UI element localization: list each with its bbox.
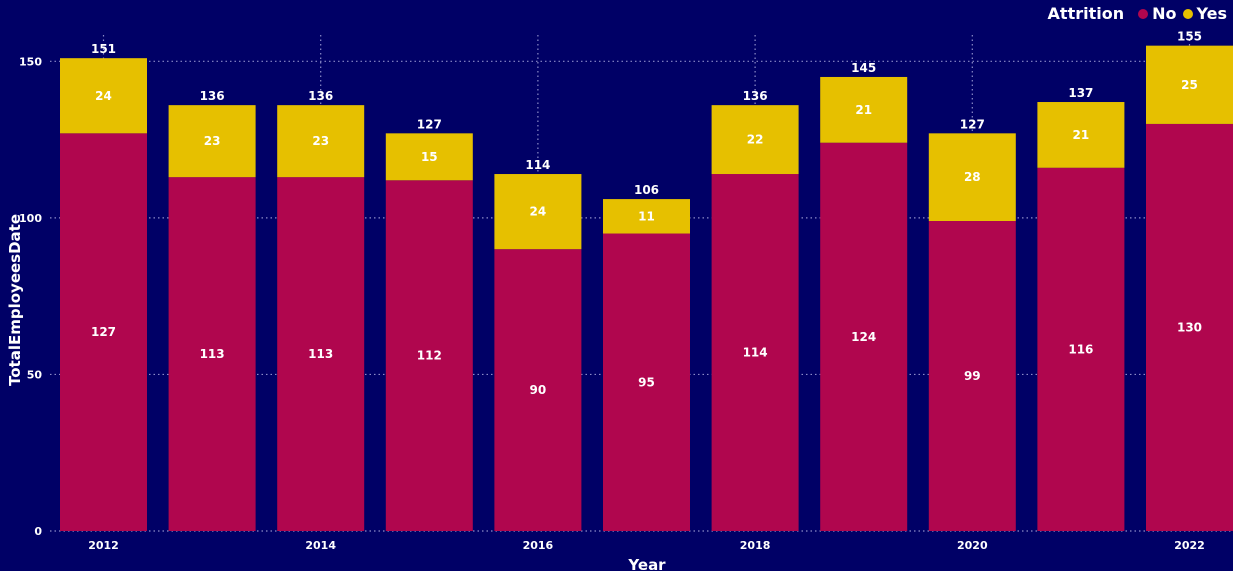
data-label-yes: 11 xyxy=(638,209,655,223)
bar-no-2017 xyxy=(603,233,690,531)
bar-no-2021 xyxy=(1037,167,1125,531)
total-label: 136 xyxy=(308,89,333,103)
bar-yes-2021 xyxy=(1037,102,1125,168)
bar-yes-2014 xyxy=(277,105,365,178)
total-label: 151 xyxy=(91,42,116,56)
legend-dot-yes xyxy=(1182,8,1193,19)
total-label: 136 xyxy=(743,89,768,103)
x-tick-label: 2020 xyxy=(957,539,988,552)
x-tick-label: 2012 xyxy=(88,539,119,552)
data-label-no: 114 xyxy=(743,346,768,360)
x-tick-label: 2014 xyxy=(305,539,336,552)
data-label-no: 95 xyxy=(638,375,655,389)
x-axis-title: Year xyxy=(627,556,666,571)
legend-label-yes: Yes xyxy=(1196,4,1228,23)
bar-no-2016 xyxy=(494,249,582,531)
data-label-no: 113 xyxy=(308,347,333,361)
bar-yes-2022 xyxy=(1146,45,1233,124)
bar-no-2022 xyxy=(1146,123,1233,531)
data-label-no: 99 xyxy=(964,369,981,383)
data-label-yes: 24 xyxy=(530,205,547,219)
bar-yes-2013 xyxy=(168,105,256,178)
legend-title: Attrition xyxy=(1047,4,1125,23)
bar-yes-2012 xyxy=(60,58,147,134)
y-tick-label: 50 xyxy=(27,368,43,381)
data-label-yes: 15 xyxy=(421,150,438,164)
axes: 0 50 100 150 2012 2014 2016 2018 2020 2022 xyxy=(19,55,1205,552)
data-label-yes: 21 xyxy=(855,103,872,117)
data-label-yes: 28 xyxy=(964,170,981,184)
total-label: 155 xyxy=(1177,30,1202,44)
data-label-yes: 21 xyxy=(1073,128,1090,142)
data-label-no: 130 xyxy=(1177,320,1202,334)
data-label-yes: 25 xyxy=(1181,78,1198,92)
data-labels: 127 24 151 113 23 136 113 23 136 112 15 127 90 24 114 9… xyxy=(91,30,1202,397)
bar-no-2019 xyxy=(820,142,908,531)
legend: Attrition No Yes xyxy=(1048,4,1227,23)
data-label-no: 127 xyxy=(91,325,116,339)
bar-no-2015 xyxy=(385,180,473,532)
bar-yes-2018 xyxy=(711,105,799,175)
legend-item-no: No xyxy=(1138,4,1177,23)
bar-no-2020 xyxy=(928,221,1016,531)
total-label: 136 xyxy=(200,89,225,103)
data-label-yes: 24 xyxy=(95,89,112,103)
total-label: 106 xyxy=(634,183,659,197)
x-tick-label: 2016 xyxy=(523,539,554,552)
bars xyxy=(60,45,1233,532)
y-tick-label: 100 xyxy=(19,212,42,225)
data-label-no: 124 xyxy=(851,330,876,344)
total-label: 127 xyxy=(960,117,985,131)
y-axis-title: TotalEmployeesDate xyxy=(6,214,24,386)
bar-no-2018 xyxy=(711,174,799,531)
legend-item-yes: Yes xyxy=(1182,4,1228,23)
data-label-no: 112 xyxy=(417,349,442,363)
bar-yes-2019 xyxy=(820,76,908,143)
y-tick-label: 0 xyxy=(34,525,42,538)
legend-dot-no xyxy=(1138,8,1149,19)
bar-no-2014 xyxy=(277,177,365,531)
data-label-yes: 23 xyxy=(204,134,221,148)
data-label-no: 113 xyxy=(200,347,225,361)
total-label: 114 xyxy=(525,158,550,172)
data-label-yes: 23 xyxy=(312,134,329,148)
total-label: 137 xyxy=(1068,86,1093,100)
legend-label-no: No xyxy=(1152,4,1177,23)
bar-no-2013 xyxy=(168,177,256,531)
bar-yes-2017 xyxy=(603,199,690,234)
bar-yes-2020 xyxy=(928,133,1016,222)
bar-yes-2015 xyxy=(385,133,473,181)
x-tick-label: 2018 xyxy=(740,539,771,552)
bar-yes-2016 xyxy=(494,174,582,250)
total-label: 145 xyxy=(851,61,876,75)
x-tick-label: 2022 xyxy=(1174,539,1205,552)
data-label-no: 116 xyxy=(1068,342,1093,356)
y-tick-label: 150 xyxy=(19,55,42,68)
total-label: 127 xyxy=(417,117,442,131)
bar-no-2012 xyxy=(60,133,147,532)
data-label-yes: 22 xyxy=(747,133,764,147)
data-label-no: 90 xyxy=(530,383,547,397)
